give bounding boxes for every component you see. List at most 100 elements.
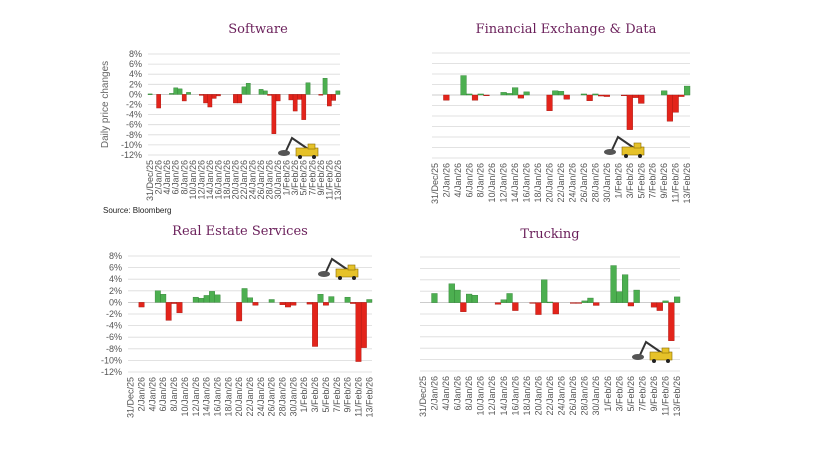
x-tick-label: 6/Jan/26 — [171, 160, 181, 195]
x-tick-label: 5/Feb/26 — [321, 377, 331, 413]
bar-20/Jan/26 — [233, 94, 238, 104]
x-tick-label: 3/Feb/26 — [614, 376, 624, 412]
bar-12/Jan/26 — [198, 94, 204, 96]
x-tick-label: 13/Feb/26 — [682, 163, 692, 204]
bar-6/Feb/26 — [633, 289, 640, 303]
x-tick-label: 11/Feb/26 — [671, 163, 681, 203]
x-tick-label: 5/Feb/26 — [636, 163, 646, 199]
bar-21/Jan/26 — [541, 279, 548, 303]
bar-4/Feb/26 — [622, 274, 629, 303]
bar-27/Jan/26 — [586, 94, 593, 101]
x-tick-label: 18/Jan/26 — [223, 377, 233, 417]
bar-30/Jan/26 — [603, 94, 610, 97]
bar-26/Jan/26 — [268, 299, 275, 303]
bar-28/Jan/26 — [592, 93, 599, 96]
bar-13/Jan/26 — [198, 298, 205, 303]
x-tick-label: 2/Jan/26 — [441, 163, 451, 198]
bar-5/Jan/26 — [448, 283, 455, 303]
x-tick-label: 7/Feb/26 — [648, 163, 658, 199]
y-tick-label: -6% — [126, 120, 142, 130]
chart-title-financial-exchange: Financial Exchange & Data — [475, 22, 657, 37]
x-tick-label: 20/Jan/26 — [230, 160, 240, 200]
chart-title-software: Software — [228, 22, 288, 37]
bar-8/Jan/26 — [171, 302, 177, 304]
bar-20/Jan/26 — [236, 302, 243, 322]
x-tick-label: 22/Jan/26 — [245, 377, 255, 417]
bar-11/Feb/26 — [672, 94, 679, 113]
y-tick-label: -4% — [126, 110, 142, 120]
bar-23/Jan/26 — [552, 302, 559, 315]
bar-28/Jan/26 — [581, 300, 588, 303]
bar-5/Jan/26 — [460, 75, 467, 96]
bar-3/Feb/26 — [626, 94, 633, 130]
bar-30/Jan/26 — [275, 94, 281, 102]
bar-21/Jan/26 — [552, 90, 559, 96]
bar-5/Feb/26 — [627, 302, 634, 307]
x-tick-label: 18/Jan/26 — [533, 163, 543, 203]
bar-2/Feb/26 — [288, 94, 294, 101]
x-tick-label: 16/Jan/26 — [213, 160, 223, 200]
bar-29/Jan/26 — [587, 297, 594, 303]
bar-23/Jan/26 — [252, 302, 259, 306]
y-tick-label: 0% — [109, 297, 122, 307]
x-tick-label: 9/Feb/26 — [649, 376, 659, 412]
bar-2/Feb/26 — [621, 94, 628, 97]
bar-10/Feb/26 — [322, 78, 328, 95]
x-tick-label: 20/Jan/26 — [545, 163, 555, 203]
bar-9/Feb/26 — [661, 90, 668, 96]
x-tick-label: 14/Jan/26 — [205, 160, 215, 200]
bar-10/Feb/26 — [350, 302, 356, 304]
bar-22/Jan/26 — [546, 301, 554, 304]
x-tick-label: 28/Jan/26 — [265, 160, 275, 200]
x-tick-label: 10/Jan/26 — [476, 376, 486, 416]
y-tick-label: -10% — [101, 355, 122, 365]
bar-14/Jan/26 — [207, 94, 213, 108]
bar-4/Feb/26 — [297, 94, 302, 100]
x-tick-label: 1/Feb/26 — [282, 160, 292, 196]
bar-12/Jan/26 — [192, 296, 199, 303]
bar-8/Jan/26 — [181, 94, 187, 102]
x-tick-label: 31/Dec/25 — [145, 160, 155, 201]
x-tick-label: 20/Jan/26 — [234, 377, 244, 417]
bar-13/Jan/26 — [506, 93, 513, 96]
x-tick-label: 28/Jan/26 — [278, 377, 288, 417]
bar-22/Jan/26 — [247, 297, 253, 303]
bar-22/Jan/26 — [557, 91, 565, 96]
x-tick-label: 2/Jan/26 — [154, 160, 164, 195]
x-tick-label: 26/Jan/26 — [579, 163, 589, 203]
chart-title-real-estate: Real Estate Services — [172, 224, 308, 239]
bar-15/Jan/26 — [211, 94, 217, 99]
bar-11/Feb/26 — [327, 94, 332, 107]
x-tick-label: 9/Feb/26 — [659, 163, 669, 199]
x-tick-label: 13/Feb/26 — [333, 160, 343, 201]
bar-28/Jan/26 — [267, 94, 272, 96]
bar-15/Jan/26 — [209, 291, 215, 303]
x-tick-label: 30/Jan/26 — [602, 163, 612, 203]
x-tick-label: 16/Jan/26 — [522, 163, 532, 203]
bar-6/Jan/26 — [466, 93, 473, 96]
bar-16/Jan/26 — [512, 302, 519, 311]
y-tick-label: 4% — [109, 274, 122, 284]
bar-6/Jan/26 — [173, 87, 179, 95]
x-tick-label: 11/Feb/26 — [661, 376, 671, 416]
bar-23/Jan/26 — [245, 83, 251, 95]
bar-5/Feb/26 — [323, 302, 329, 306]
x-tick-label: 3/Feb/26 — [625, 163, 635, 199]
bar-5/Jan/26 — [169, 93, 174, 95]
x-tick-label: 31/Dec/25 — [418, 376, 428, 417]
y-tick-label: -10% — [121, 140, 142, 150]
x-tick-label: 1/Feb/26 — [603, 376, 613, 412]
x-tick-label: 18/Jan/26 — [522, 376, 532, 416]
y-tick-label: -8% — [126, 130, 142, 140]
bar-12/Feb/26 — [678, 94, 685, 97]
y-tick-label: -8% — [106, 344, 122, 354]
x-tick-label: 1/Feb/26 — [299, 377, 309, 413]
bar-2/Jan/26 — [138, 302, 145, 308]
x-tick-label: 10/Jan/26 — [188, 160, 198, 200]
x-tick-label: 4/Jan/26 — [162, 160, 172, 195]
bar-9/Jan/26 — [186, 92, 191, 95]
bar-9/Feb/26 — [650, 302, 658, 308]
x-tick-label: 24/Jan/26 — [248, 160, 258, 200]
x-tick-label: 12/Jan/26 — [499, 163, 509, 203]
x-tick-label: 5/Feb/26 — [626, 376, 636, 412]
